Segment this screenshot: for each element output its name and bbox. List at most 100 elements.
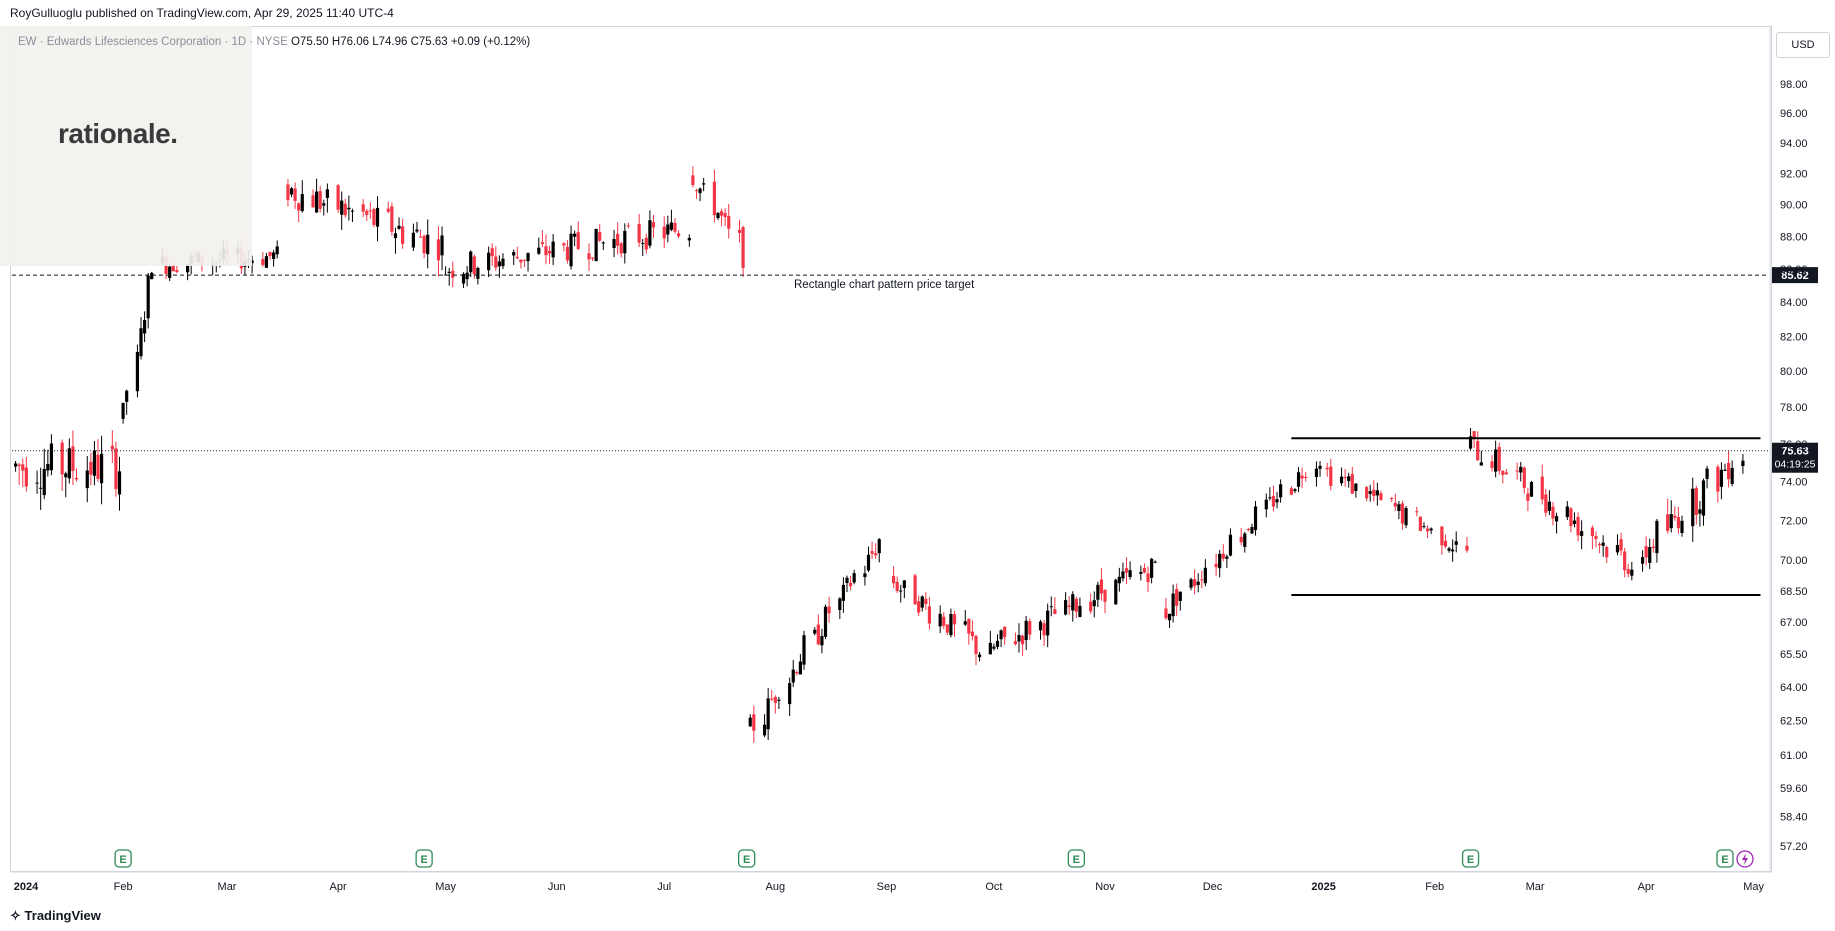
tradingview-logo-icon: ✧: [10, 908, 21, 923]
svg-text:E: E: [1073, 854, 1080, 866]
candle-body: [487, 252, 491, 271]
y-tick-label: 72.00: [1780, 515, 1808, 527]
candle-body: [870, 551, 874, 554]
candle-body: [1325, 467, 1329, 470]
candle-body: [386, 208, 390, 212]
candle-body: [92, 450, 97, 476]
legend-symbol: EW: [18, 36, 37, 48]
candle-body: [795, 672, 799, 674]
candle-body: [848, 582, 853, 587]
candle-body: [648, 220, 652, 246]
candle-body: [1454, 541, 1458, 545]
candle-body: [494, 256, 498, 268]
candle-body: [1350, 474, 1354, 494]
candle-body: [838, 598, 842, 610]
candle-body: [902, 580, 906, 589]
candle-body: [970, 631, 975, 637]
candle-body: [175, 270, 179, 273]
candle-body: [1418, 516, 1422, 531]
candle-body: [264, 256, 269, 268]
candle-body: [1540, 476, 1544, 500]
candle-body: [318, 191, 322, 209]
y-tick-label: 70.00: [1780, 555, 1808, 567]
candle-body: [336, 185, 340, 210]
candle-body: [340, 200, 344, 215]
candle-body: [418, 236, 423, 238]
candle-body: [1214, 563, 1218, 568]
candle-body: [422, 235, 426, 254]
legend-exchange: NYSE: [256, 36, 288, 48]
candle-body: [1049, 606, 1053, 608]
candle-body: [1630, 569, 1634, 576]
candle-body: [694, 190, 699, 192]
candle-body: [1339, 476, 1344, 484]
candle-body: [594, 228, 598, 262]
candle-body: [447, 271, 451, 273]
x-tick-label: Aug: [766, 881, 786, 893]
candle-body: [13, 463, 18, 467]
candle-body: [110, 445, 114, 450]
candle-body: [1071, 594, 1075, 611]
symbol-legend[interactable]: EW · Edwards Lifesciences Corporation · …: [18, 36, 531, 48]
candle-body: [1501, 470, 1505, 475]
x-tick-label: 2025: [1311, 881, 1335, 893]
candle-body: [899, 590, 903, 592]
candle-body: [974, 635, 978, 655]
x-tick-label: Nov: [1095, 881, 1115, 893]
candle-body: [1028, 621, 1032, 635]
candle-body: [798, 661, 803, 675]
candle-body: [501, 258, 505, 267]
candle-body: [1572, 520, 1577, 525]
candle-body: [537, 247, 541, 254]
candle-body: [1300, 475, 1304, 479]
candle-body: [368, 210, 372, 212]
candle-body: [716, 212, 720, 219]
candle-body: [1264, 499, 1268, 510]
candle-body: [436, 239, 441, 261]
candle-body: [927, 606, 932, 624]
candle-body: [1554, 516, 1559, 522]
candle-body: [1153, 561, 1157, 563]
candle-body: [440, 235, 444, 256]
candle-body: [512, 252, 516, 256]
candle-body: [619, 243, 623, 254]
candle-body: [1415, 511, 1419, 513]
candle-body: [522, 259, 527, 261]
candle-body: [748, 717, 752, 727]
candle-body: [863, 573, 867, 578]
candle-body: [1676, 517, 1681, 529]
x-tick-label: 2024: [14, 881, 39, 893]
legend-low: L74.96: [372, 36, 408, 48]
candle-body: [1178, 591, 1182, 601]
candle-body: [1372, 489, 1376, 496]
candle-body: [1164, 608, 1168, 619]
candle-body: [1253, 506, 1258, 531]
candle-body: [1318, 465, 1322, 469]
candle-body: [712, 181, 716, 216]
candle-body: [150, 272, 154, 280]
x-tick-label: Apr: [1638, 881, 1655, 893]
candle-body: [813, 629, 817, 634]
candle-body: [1368, 491, 1372, 494]
candle-body: [573, 233, 577, 237]
candle-body: [1171, 593, 1175, 617]
candle-body: [942, 616, 946, 626]
y-tick-label: 58.40: [1780, 812, 1808, 824]
candle-body: [1175, 588, 1179, 606]
candle-body: [777, 699, 781, 701]
candle-body: [146, 275, 150, 319]
candle-body: [1017, 635, 1021, 642]
candle-body: [1569, 508, 1573, 526]
candle-body: [547, 250, 552, 254]
candle-body: [250, 260, 254, 264]
candle-body: [261, 258, 265, 266]
candle-body: [698, 188, 702, 194]
candle-body: [1680, 520, 1684, 534]
candle-body: [727, 216, 731, 229]
earnings-marker-icon: E: [1461, 849, 1480, 868]
candle-body: [1648, 547, 1652, 563]
candle-body: [1250, 527, 1254, 534]
candle-body: [275, 246, 279, 255]
currency-selector[interactable]: USD: [1776, 32, 1830, 58]
